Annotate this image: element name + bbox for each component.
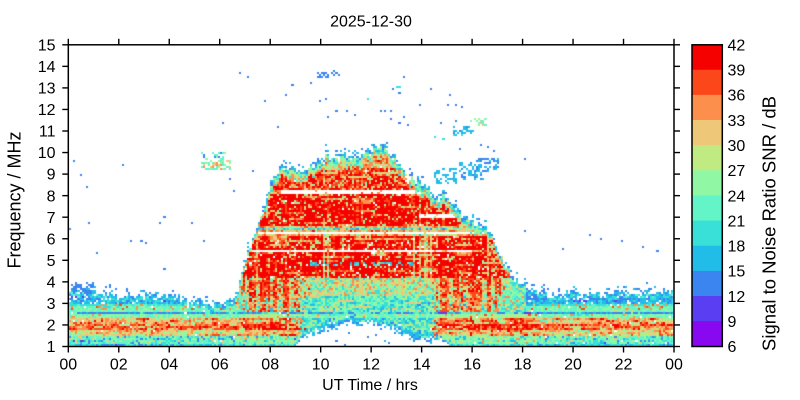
svg-text:Signal to Noise Ratio SNR / dB: Signal to Noise Ratio SNR / dB <box>759 96 780 351</box>
svg-text:12: 12 <box>38 102 56 119</box>
svg-text:5: 5 <box>47 253 56 270</box>
svg-text:20: 20 <box>564 356 582 373</box>
svg-text:UT Time / hrs: UT Time / hrs <box>322 377 418 394</box>
svg-text:8: 8 <box>47 188 56 205</box>
svg-text:22: 22 <box>615 356 633 373</box>
svg-text:15: 15 <box>38 37 56 54</box>
svg-text:Frequency / MHz: Frequency / MHz <box>5 131 25 268</box>
svg-text:1: 1 <box>47 339 56 356</box>
svg-text:15: 15 <box>728 264 746 281</box>
svg-text:14: 14 <box>38 59 56 76</box>
svg-text:3: 3 <box>47 296 56 313</box>
svg-text:12: 12 <box>728 289 746 306</box>
svg-text:11: 11 <box>39 124 56 141</box>
svg-text:7: 7 <box>47 210 56 227</box>
svg-text:10: 10 <box>312 356 330 373</box>
svg-text:2025-12-30: 2025-12-30 <box>330 14 412 31</box>
svg-text:00: 00 <box>665 356 683 373</box>
svg-text:6: 6 <box>47 231 56 248</box>
svg-text:9: 9 <box>728 314 737 331</box>
svg-text:21: 21 <box>728 213 746 230</box>
svg-text:13: 13 <box>38 81 56 98</box>
svg-text:02: 02 <box>110 356 128 373</box>
svg-text:30: 30 <box>728 138 746 155</box>
svg-text:9: 9 <box>47 167 56 184</box>
svg-text:39: 39 <box>728 63 746 80</box>
svg-text:10: 10 <box>38 145 56 162</box>
svg-text:00: 00 <box>59 356 77 373</box>
svg-text:27: 27 <box>728 163 746 180</box>
svg-text:14: 14 <box>413 356 431 373</box>
svg-text:12: 12 <box>362 356 380 373</box>
svg-text:04: 04 <box>160 356 178 373</box>
svg-text:16: 16 <box>463 356 481 373</box>
svg-text:36: 36 <box>728 88 746 105</box>
svg-text:4: 4 <box>47 274 56 291</box>
svg-text:6: 6 <box>728 339 737 356</box>
svg-text:24: 24 <box>728 188 746 205</box>
svg-text:42: 42 <box>728 37 746 54</box>
svg-text:08: 08 <box>261 356 279 373</box>
svg-text:06: 06 <box>211 356 229 373</box>
svg-text:18: 18 <box>728 239 746 256</box>
svg-text:2: 2 <box>47 318 56 335</box>
svg-text:18: 18 <box>514 356 532 373</box>
svg-text:33: 33 <box>728 113 746 130</box>
